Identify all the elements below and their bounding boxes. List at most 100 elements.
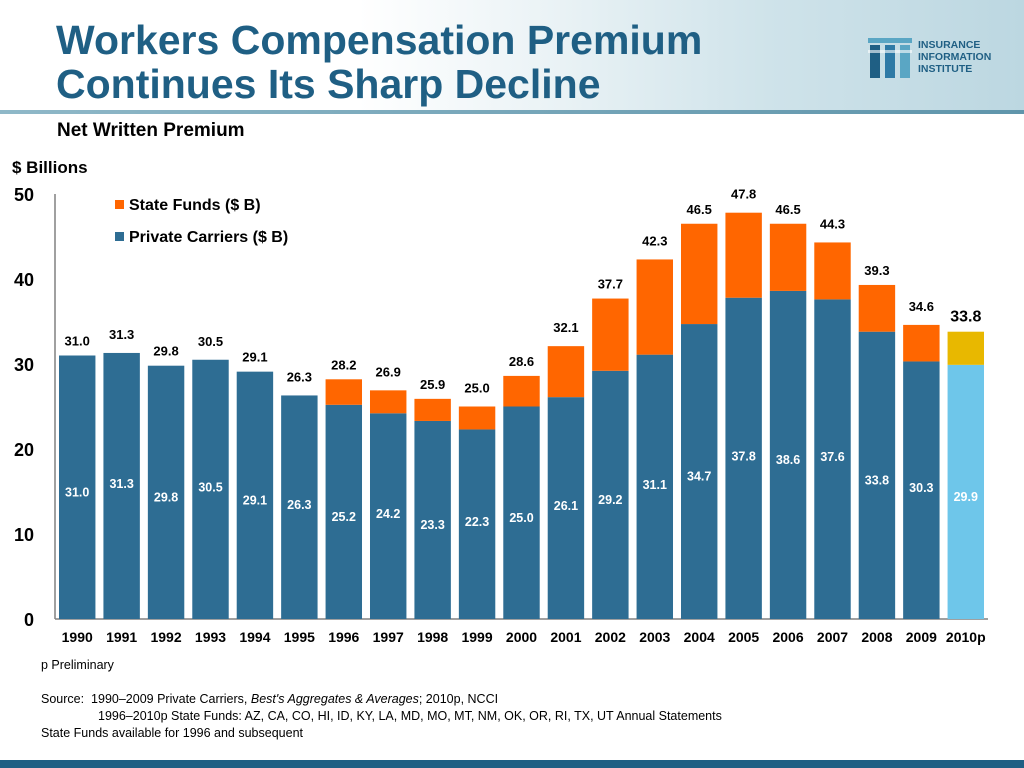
source-label: Source: xyxy=(41,692,85,706)
logo-text-line: INSURANCE xyxy=(918,39,981,51)
x-tick-label: 2006 xyxy=(772,629,803,645)
bar-private-carriers xyxy=(58,355,96,619)
data-label-total: 47.8 xyxy=(731,187,756,202)
data-label-private: 37.8 xyxy=(731,449,755,463)
x-tick-label: 1996 xyxy=(328,629,359,645)
bar-private-carriers xyxy=(769,290,807,619)
data-label-total: 37.7 xyxy=(598,277,623,292)
bar-private-carriers xyxy=(458,429,496,619)
bar-state-funds xyxy=(503,375,540,407)
data-label-private: 26.1 xyxy=(554,499,578,513)
data-label-total: 44.3 xyxy=(820,216,845,231)
data-label-total: 31.0 xyxy=(65,334,90,349)
page-title: Workers Compensation Premium Continues I… xyxy=(56,17,703,107)
x-tick-label: 1997 xyxy=(373,629,404,645)
bar-private-carriers xyxy=(414,420,451,619)
x-tick-label: 1999 xyxy=(461,629,492,645)
bar-state-funds xyxy=(858,284,896,332)
data-label-total: 29.1 xyxy=(242,350,267,365)
bar-private-carriers xyxy=(147,365,185,619)
data-label-total: 30.5 xyxy=(198,334,223,349)
bar-private-carriers xyxy=(503,406,540,619)
source-text: 1990–2009 Private Carriers, xyxy=(91,692,251,706)
bar-state-funds xyxy=(814,242,851,300)
source-text: ; 2010p, NCCI xyxy=(418,692,499,706)
bar-private-carriers xyxy=(236,371,274,619)
x-tick-label: 2010p xyxy=(946,629,986,645)
data-label-private: 38.6 xyxy=(776,453,800,467)
footnote-source-line1: Source: 1990–2009 Private Carriers, Best… xyxy=(41,692,498,706)
data-label-private: 29.8 xyxy=(154,490,178,504)
legend-swatch xyxy=(115,200,124,209)
data-label-total: 26.3 xyxy=(287,369,312,384)
bar-private-carriers xyxy=(281,395,318,619)
bar-private-carriers xyxy=(369,413,407,619)
bar-private-carriers xyxy=(547,397,585,619)
bar-private-carriers xyxy=(903,361,940,619)
x-tick-label: 2008 xyxy=(861,629,892,645)
bar-state-funds xyxy=(769,223,807,291)
x-tick-label: 2002 xyxy=(595,629,626,645)
data-label-total: 29.8 xyxy=(153,344,178,359)
bar-state-funds xyxy=(458,406,496,430)
legend-label: Private Carriers ($ B) xyxy=(129,229,288,246)
bar-private-carriers xyxy=(725,297,762,619)
footnote-preliminary: p Preliminary xyxy=(41,658,114,672)
logo-text-line: INFORMATION xyxy=(918,51,992,63)
data-label-private: 25.2 xyxy=(332,510,356,524)
data-label-private: 29.2 xyxy=(598,493,622,507)
bar-state-funds xyxy=(636,259,674,355)
chart-subtitle: Net Written Premium xyxy=(57,120,245,141)
bottom-band xyxy=(0,760,1024,768)
source-publication: Best's Aggregates & Averages xyxy=(250,692,419,706)
data-label-total: 32.1 xyxy=(553,320,578,335)
data-label-private: 37.6 xyxy=(820,450,844,464)
data-label-total: 26.9 xyxy=(376,364,401,379)
bar-state-funds xyxy=(325,379,363,405)
header-band xyxy=(0,0,1024,112)
data-label-private: 25.0 xyxy=(509,511,533,525)
data-label-private: 33.8 xyxy=(865,473,889,487)
x-tick-label: 2000 xyxy=(506,629,537,645)
legend-swatch xyxy=(115,232,124,241)
y-tick-label: 40 xyxy=(14,270,34,290)
footnote-note: State Funds available for 1996 and subse… xyxy=(41,726,303,740)
x-tick-label: 1994 xyxy=(239,629,270,645)
legend-label: State Funds ($ B) xyxy=(129,197,261,214)
data-label-total: 31.3 xyxy=(109,327,134,342)
data-label-private: 30.5 xyxy=(198,480,222,494)
bar-private-carriers xyxy=(814,299,851,619)
bar-private-carriers xyxy=(592,370,629,619)
bar-state-funds xyxy=(903,324,940,362)
bar-private-carriers xyxy=(947,364,985,619)
y-tick-label: 20 xyxy=(14,440,34,460)
x-tick-label: 1995 xyxy=(284,629,315,645)
x-tick-label: 2004 xyxy=(684,629,715,645)
bar-state-funds xyxy=(592,298,629,371)
iii-logo: INSURANCE INFORMATION INSTITUTE xyxy=(868,36,1018,80)
data-label-total: 25.0 xyxy=(464,381,489,396)
data-label-total: 28.6 xyxy=(509,354,534,369)
bar-state-funds xyxy=(547,346,585,398)
data-label-private: 29.1 xyxy=(243,493,267,507)
data-label-private: 34.7 xyxy=(687,470,711,484)
y-tick-label: 0 xyxy=(24,610,34,630)
x-tick-label: 1998 xyxy=(417,629,448,645)
data-label-total: 46.5 xyxy=(775,202,800,217)
data-label-total: 39.3 xyxy=(864,263,889,278)
x-tick-label: 2007 xyxy=(817,629,848,645)
data-label-total: 33.8 xyxy=(950,309,981,326)
data-label-private: 31.1 xyxy=(643,478,667,492)
bar-state-funds xyxy=(369,390,407,414)
x-tick-label: 2005 xyxy=(728,629,759,645)
x-tick-label: 2001 xyxy=(550,629,581,645)
data-label-private: 26.3 xyxy=(287,498,311,512)
data-label-total: 25.9 xyxy=(420,377,445,392)
footnote-source-line2: 1996–2010p State Funds: AZ, CA, CO, HI, … xyxy=(98,709,722,723)
bar-state-funds xyxy=(680,223,718,325)
data-label-private: 23.3 xyxy=(420,518,444,532)
data-label-total: 34.6 xyxy=(909,299,934,314)
x-tick-label: 1992 xyxy=(150,629,181,645)
bar-private-carriers xyxy=(192,359,229,619)
